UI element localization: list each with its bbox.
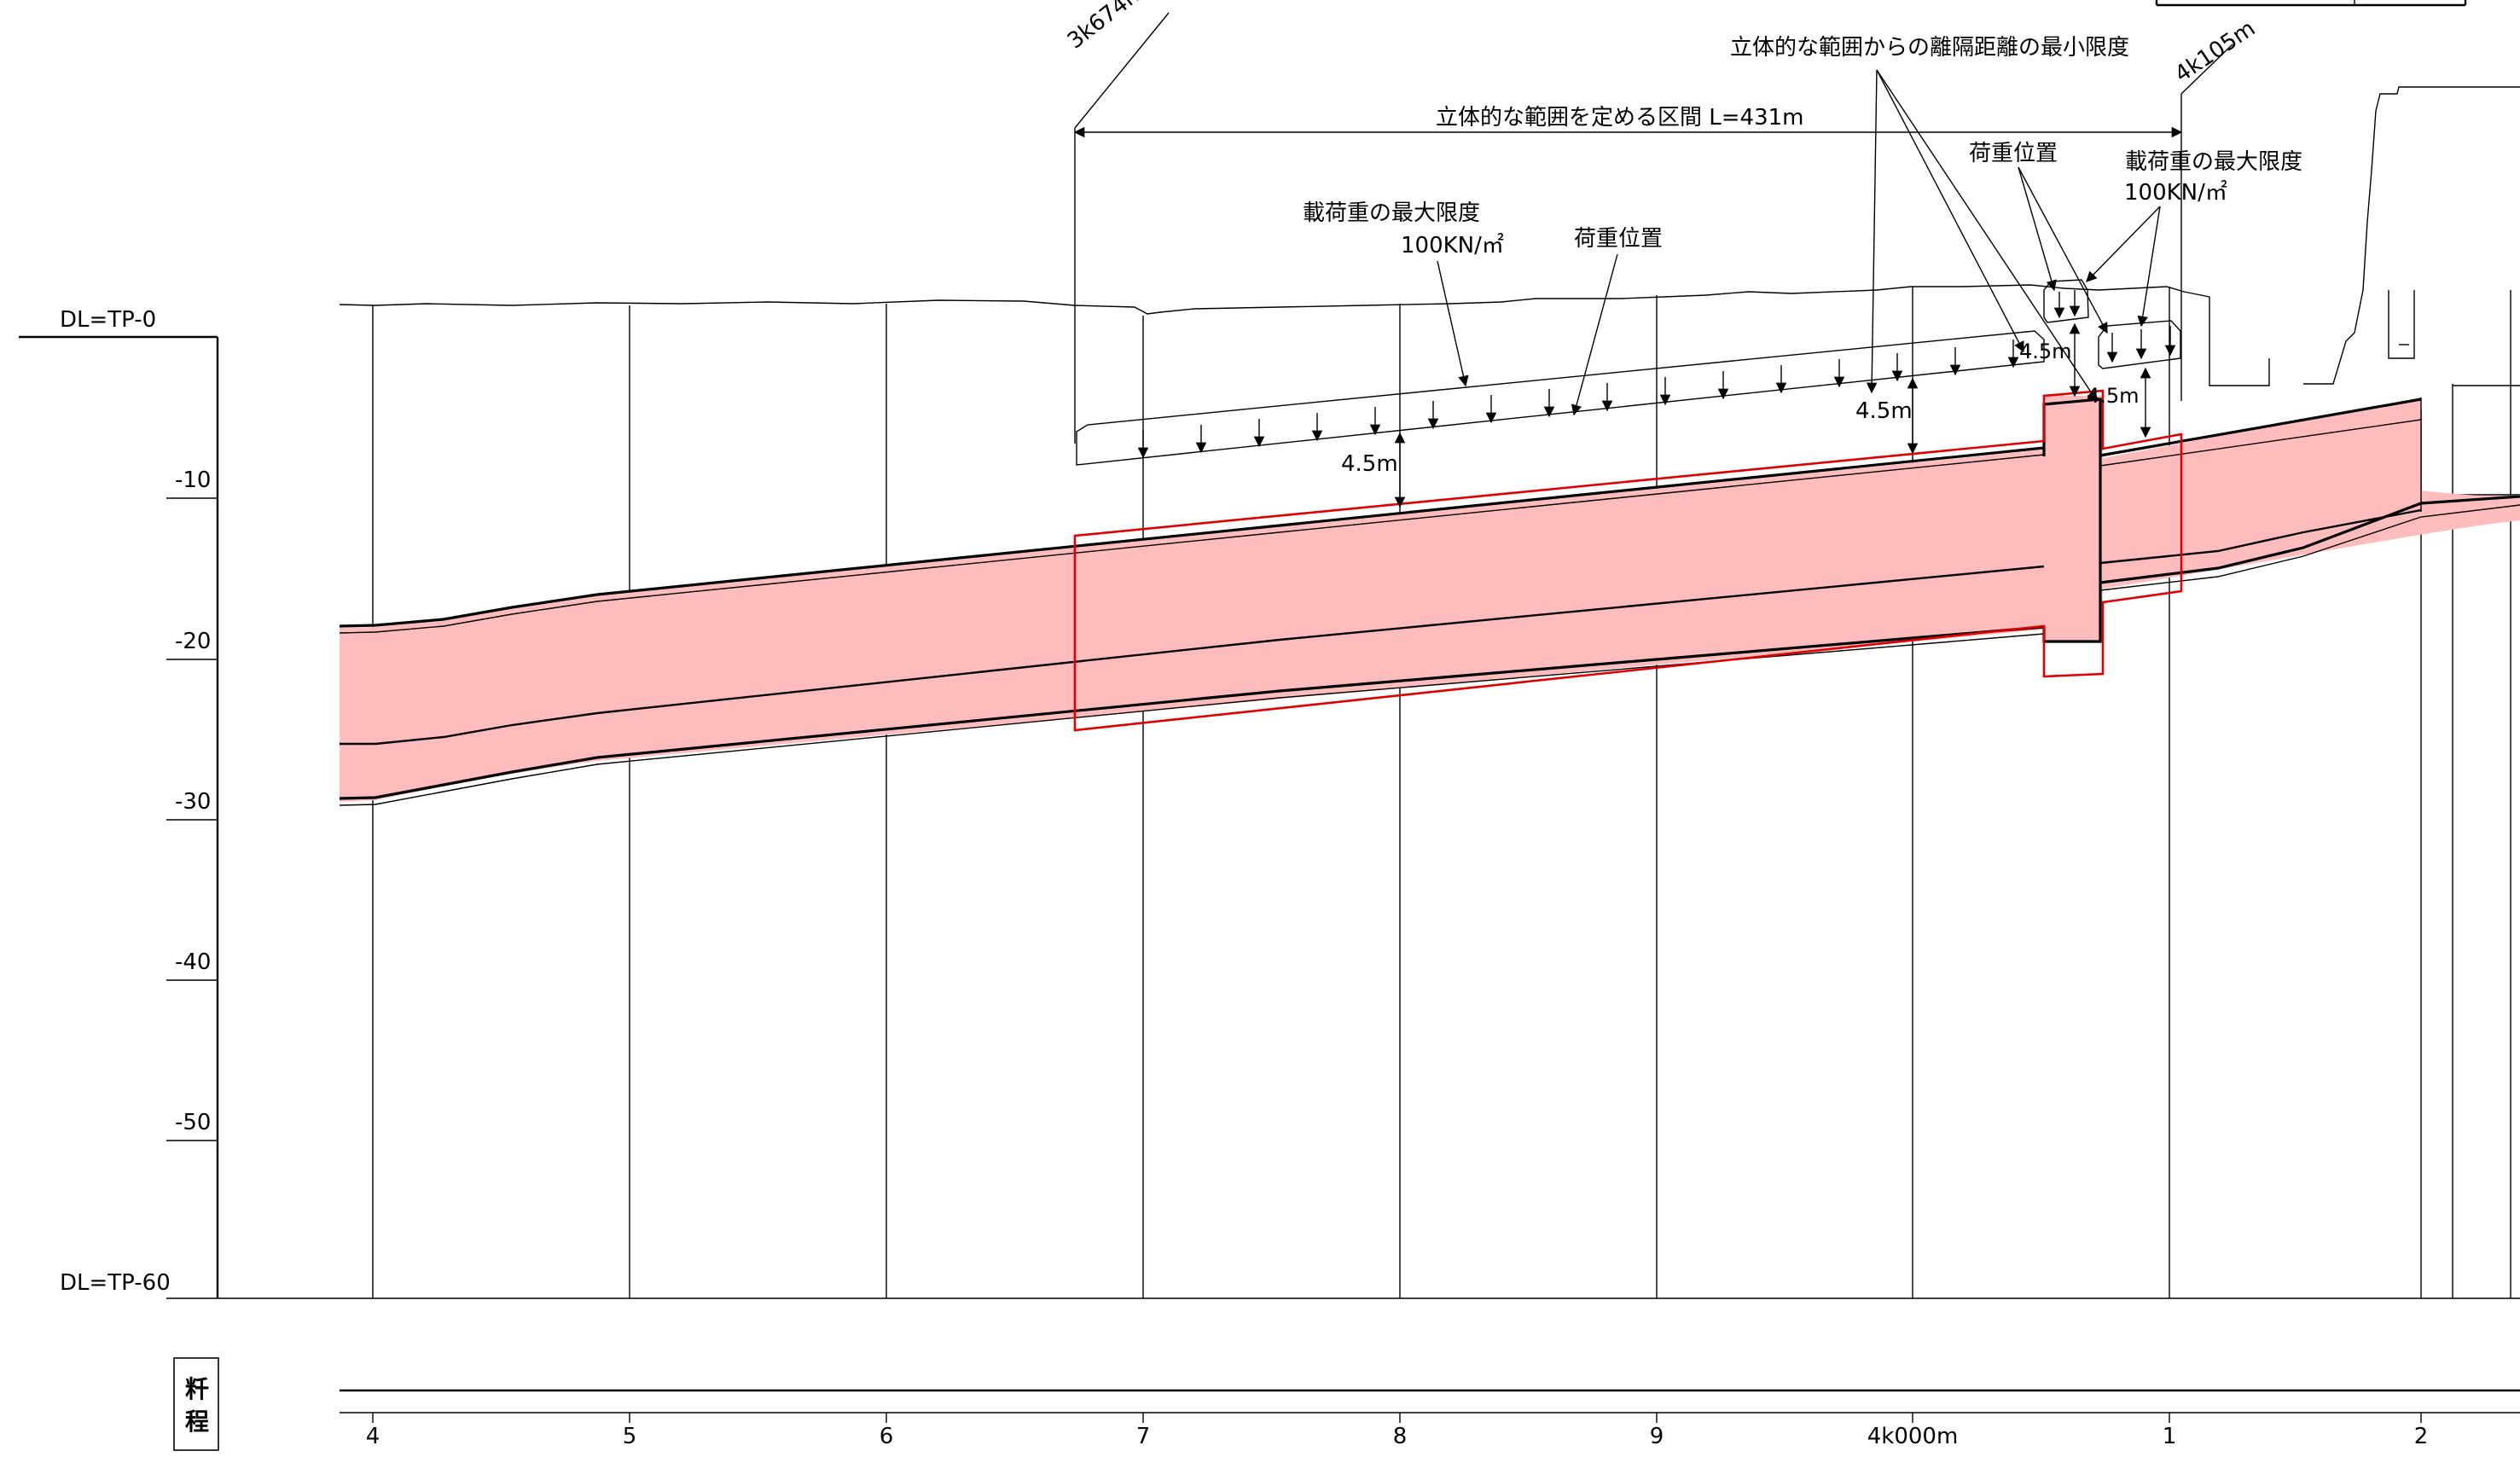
chainage-tick-label: 4k000m <box>1867 1424 1959 1449</box>
station-gridlines <box>372 287 2511 1298</box>
clearance-dimension-label: 4.5m <box>1855 398 1913 424</box>
max-load-right-title: 載荷重の最大限度 <box>2125 149 2302 175</box>
max-load-left-title: 載荷重の最大限度 <box>1303 200 1480 226</box>
tunnel-band <box>340 396 2520 802</box>
clearance-dimensions: 4.5m 4.5m 4.5m 4.5m <box>1341 322 2151 508</box>
ground-surface <box>339 86 2520 496</box>
datum-bottom-label: DL=TP-60 <box>60 1270 171 1296</box>
depth-label: -10 <box>175 467 211 493</box>
chainage-strip: 粁 程 4 5 6 7 8 9 4k000m 1 2 <box>173 1357 2520 1451</box>
section-length-label: 立体的な範囲を定める区間 L=431m <box>1436 105 1804 131</box>
chainage-tick-label: 7 <box>1136 1424 1151 1449</box>
tunnel-lines <box>339 398 2520 806</box>
chainage-tick-label: 8 <box>1393 1424 1408 1449</box>
chainage-header-char: 程 <box>185 1408 209 1436</box>
load-position-left-label: 荷重位置 <box>1574 226 1663 252</box>
chainage-tick-label: 6 <box>880 1424 894 1449</box>
depth-label: -40 <box>175 949 211 975</box>
three-dimensional-range-outline <box>1073 389 2183 732</box>
depth-label: -50 <box>175 1110 211 1135</box>
load-position-right-label: 荷重位置 <box>1969 141 2058 166</box>
clearance-dimension-label: 4.5m <box>1341 451 1398 477</box>
depth-label: -20 <box>175 629 211 654</box>
start-station-label: 3k674m <box>1063 0 1150 55</box>
chainage-header-char: 粁 <box>185 1375 209 1403</box>
min-clearance-label: 立体的な範囲からの離隔距離の最小限度 <box>1730 35 2129 61</box>
max-load-right-value: 100KN/㎡ <box>2124 180 2227 206</box>
title-block-corner <box>2155 0 2467 7</box>
chainage-tick-label: 1 <box>2163 1424 2177 1449</box>
load-arrow-group <box>1137 290 2176 459</box>
annotations: 立体的な範囲からの離隔距離の最小限度 載荷重の最大限度 100KN/㎡ 荷重位置… <box>1303 35 2302 416</box>
max-load-left-value: 100KN/㎡ <box>1401 233 1504 258</box>
clearance-dimension-label: 4.5m <box>2019 340 2072 363</box>
chainage-tick-label: 2 <box>2414 1424 2429 1449</box>
chainage-tick-label: 4 <box>366 1424 380 1449</box>
datum-top-label: DL=TP-0 <box>60 307 156 333</box>
end-station-label: 4k105m <box>2170 15 2260 87</box>
depth-label: -30 <box>175 789 211 815</box>
depth-axis: DL=TP-0 DL=TP-60 -10 -20 -30 -40 -50 <box>19 307 2520 1299</box>
clearance-dimension-label: 4.5m <box>2087 384 2140 408</box>
chainage-tick-label: 9 <box>1650 1424 1664 1449</box>
chainage-tick-label: 5 <box>623 1424 637 1449</box>
